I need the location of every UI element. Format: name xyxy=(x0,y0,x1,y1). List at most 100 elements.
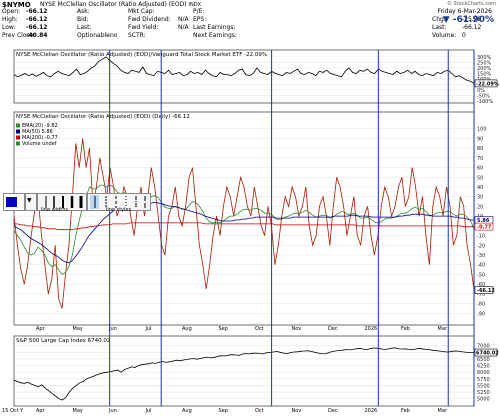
legend-label: EMA(20) -9.82 xyxy=(22,123,58,129)
series-line xyxy=(13,202,474,264)
quote-field-label: Next Earnings: xyxy=(193,32,237,39)
line-styles-label: line styles xyxy=(106,207,132,213)
panel-title: NYSE McClellan Oscillator (Ratio Adjuste… xyxy=(16,52,267,58)
legend-swatch xyxy=(16,135,20,140)
quote-field-label: Ask: xyxy=(77,8,90,15)
y-tick-label: -30 xyxy=(477,253,485,259)
quote-field-label: High: xyxy=(2,16,18,23)
copyright: © StockCharts.com xyxy=(446,1,496,7)
series-line xyxy=(13,56,475,84)
line-widths-icon xyxy=(45,196,83,208)
quote-field-label: Mkt Cap: xyxy=(128,8,155,15)
quote-field-value: -66.12 xyxy=(26,8,48,15)
quote-field-label: Fwd Dividend: xyxy=(128,16,171,23)
x-tick-label: Mar xyxy=(438,326,448,332)
change-percent: ▼ -61.90% xyxy=(442,15,494,25)
y-tick-label: 0% xyxy=(477,88,485,94)
value-flag-label: -0.77 xyxy=(477,225,492,231)
x-start-label: 15 Oct Y xyxy=(2,408,24,414)
y-tick-label: -40 xyxy=(477,263,485,269)
x-tick-label: Aug xyxy=(182,326,192,332)
y-tick-label: 40 xyxy=(477,185,483,191)
y-tick-label: 80 xyxy=(477,146,483,152)
quote-field-label: Chg: xyxy=(432,16,446,23)
x-tick-label: Jul xyxy=(145,326,152,332)
y-tick-label: 150% xyxy=(477,72,492,78)
y-tick-label: 6250 xyxy=(477,364,490,370)
y-tick-label: 300% xyxy=(477,55,492,61)
y-tick-label: 5250 xyxy=(477,390,490,396)
x-tick-label: Apr xyxy=(36,408,46,414)
x-tick-label: Mar xyxy=(438,408,448,414)
dropdown-arrow-icon[interactable]: ▼ xyxy=(25,193,37,211)
y-tick-label: 200% xyxy=(477,66,492,72)
y-tick-label: 60 xyxy=(477,166,483,172)
y-tick-label: -50% xyxy=(477,94,490,100)
quote-field-label: Optionable: xyxy=(77,32,112,39)
line-widths-label: line widths xyxy=(41,207,68,213)
x-tick-label: Nov xyxy=(292,326,302,332)
x-tick-label: Feb xyxy=(401,408,410,414)
y-tick-label: 50 xyxy=(477,175,483,181)
value-flag-label: 5.86 xyxy=(477,218,490,224)
y-tick-label: 100 xyxy=(477,127,487,133)
quote-field-value: -40.84 xyxy=(26,32,48,39)
series-line xyxy=(13,347,475,401)
line-styles-icon xyxy=(90,195,146,209)
color-picker[interactable] xyxy=(3,193,25,211)
quote-field-value: no xyxy=(110,32,118,39)
series-line xyxy=(13,184,475,275)
quote-field-value: 0 xyxy=(462,32,466,39)
y-tick-label: -50 xyxy=(477,272,485,278)
y-tick-label: 6500 xyxy=(477,357,490,363)
legend-label: MA(200) -0.77 xyxy=(22,135,58,141)
y-tick-label: -90 xyxy=(477,311,485,317)
panel-title: S&P 500 Large Cap Index 6740.02 xyxy=(16,338,110,344)
legend-swatch xyxy=(16,141,20,146)
value-flag-label: -66.12 xyxy=(477,288,495,294)
y-tick-label: -10 xyxy=(477,234,485,240)
panel-frame xyxy=(13,49,475,104)
last-value-label: -22.09% xyxy=(476,81,499,87)
quote-field-label: Volume: xyxy=(432,32,457,39)
last-value-flag xyxy=(474,348,498,357)
symbol-description: NYSE McClellan Oscillator (Ratio Adjuste… xyxy=(40,1,202,8)
value-flag xyxy=(474,222,494,231)
quote-field-label: Open: xyxy=(2,8,21,15)
quote-field-label: P/E: xyxy=(193,8,205,15)
line-widths-selector[interactable] xyxy=(37,193,87,211)
x-tick-label: 2026 xyxy=(365,408,378,414)
x-tick-label: May xyxy=(73,408,83,414)
y-tick-label: 7000 xyxy=(477,344,490,350)
line-styles-selector[interactable] xyxy=(87,193,151,211)
quote-field-label: Last: xyxy=(77,24,92,31)
quote-field-label: EPS: xyxy=(193,16,207,23)
x-tick-label: 2026 xyxy=(365,326,378,332)
quote-field-value: N/A xyxy=(178,16,189,23)
x-tick-label: May xyxy=(73,326,83,332)
series-line xyxy=(14,222,474,231)
x-tick-label: Aug xyxy=(182,408,192,414)
quote-header: $NYMO NYSE McClellan Oscillator (Ratio A… xyxy=(0,0,500,47)
quote-field-value: -66.12 xyxy=(26,16,48,23)
line-style-toolbar: ▼ line widths line styles xyxy=(3,189,173,217)
y-tick-label: -20 xyxy=(477,243,485,249)
symbol: $NYMO xyxy=(2,1,31,9)
panel-title: NYSE McClellan Oscillator (Ratio Adjuste… xyxy=(16,114,190,120)
x-tick-label: Jun xyxy=(108,408,117,414)
legend-swatch xyxy=(16,129,20,134)
last-value-flag xyxy=(474,79,498,88)
x-tick-label: Dec xyxy=(328,326,338,332)
x-tick-label: Sep xyxy=(219,326,228,332)
quote-field-label: Last Earnings: xyxy=(193,24,236,31)
y-tick-label: -100% xyxy=(477,99,493,105)
x-tick-label: Oct xyxy=(255,326,264,332)
color-swatch xyxy=(6,197,17,207)
quote-field-label: Last: xyxy=(432,24,447,31)
y-tick-label: 5500 xyxy=(477,383,490,389)
value-flag xyxy=(474,286,494,294)
legend-label: Volume undef xyxy=(22,141,57,147)
x-tick-label: Sep xyxy=(219,408,228,414)
quote-field-label: Low: xyxy=(2,24,16,31)
